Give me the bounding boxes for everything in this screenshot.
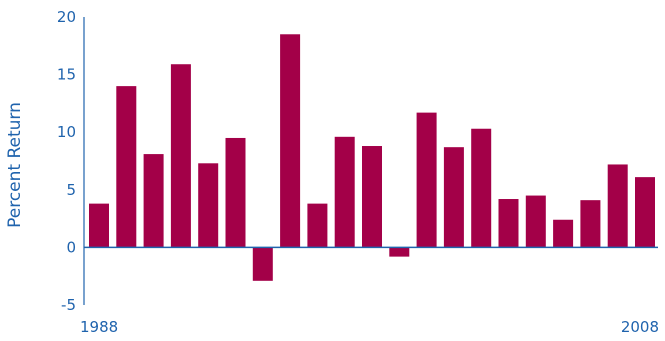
y-tick-label: 5 [66,181,76,199]
bar-1993 [225,137,246,248]
y-tick-label: -5 [61,296,76,314]
bar-1994 [252,247,273,281]
bar-1995 [280,34,301,248]
y-tick-label: 0 [66,238,76,256]
bar-2002 [471,128,492,248]
bar-2008 [635,177,655,248]
bar-1991 [170,64,191,248]
bar-1999 [389,247,410,257]
bar-2007 [607,164,628,248]
y-axis-title: Percent Return [5,102,25,228]
bars-group [89,34,655,281]
bar-1996 [307,203,328,248]
bar-2004 [525,195,546,248]
bar-1990 [143,154,164,248]
bar-2001 [443,147,464,248]
bar-2005 [553,219,574,248]
bar-1988 [89,203,109,248]
bar-1989 [116,86,137,248]
bar-1998 [362,146,382,248]
x-label-end: 2008 [621,318,659,336]
bar-2000 [416,112,437,248]
bar-1997 [334,136,355,248]
bar-2003 [498,199,519,248]
bar-1992 [198,163,219,248]
bar-2006 [580,200,601,248]
x-label-start: 1988 [80,318,118,336]
y-axis-ticks: -5 0 5 10 15 20 [57,8,76,314]
y-tick-label: 15 [57,66,76,84]
y-tick-label: 20 [57,8,76,26]
y-tick-label: 10 [57,123,76,141]
x-axis-labels: 1988 2008 [80,318,659,336]
